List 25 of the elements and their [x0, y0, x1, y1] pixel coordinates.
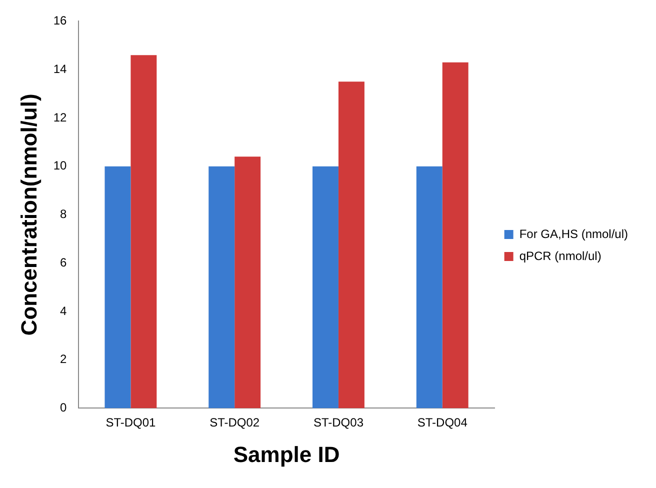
bar: [416, 166, 442, 408]
y-tick-label: 14: [53, 62, 68, 76]
y-tick-label: 2: [60, 352, 68, 366]
bar: [104, 166, 131, 408]
x-axis-title: Sample ID: [233, 442, 340, 467]
y-tick-label: 4: [60, 304, 68, 318]
y-tick-label: 6: [60, 255, 68, 270]
y-tick-label: 12: [53, 110, 68, 124]
x-tick-label: ST-DQ01: [106, 416, 156, 430]
y-tick-label: 10: [53, 158, 68, 173]
x-tick-label: ST-DQ02: [210, 416, 260, 430]
legend-label: qPCR (nmol/ul): [519, 248, 602, 263]
x-tick-label: ST-DQ04: [417, 416, 468, 430]
bar: [130, 55, 157, 408]
bar: [234, 156, 261, 408]
y-tick-label: 8: [60, 207, 68, 222]
bar: [312, 166, 338, 408]
bar: [338, 82, 364, 408]
x-tick-label: ST-DQ03: [313, 416, 364, 430]
y-axis-title: Concentration(nmol/ul): [16, 94, 42, 336]
y-tick-label: 0: [60, 400, 68, 415]
bar: [442, 62, 468, 408]
legend-label: For GA,HS (nmol/ul): [519, 226, 628, 241]
y-tick-label: 16: [53, 14, 68, 28]
bar: [208, 166, 235, 408]
